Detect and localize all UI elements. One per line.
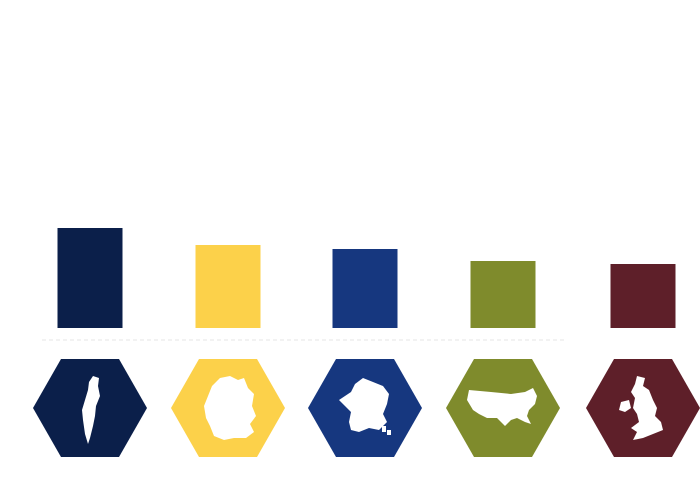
bar-france xyxy=(332,249,398,328)
bar-germany xyxy=(195,245,261,328)
usa-map-icon xyxy=(467,388,537,426)
israel-map-icon xyxy=(82,376,100,444)
bar-israel xyxy=(57,228,123,328)
germany-map-icon xyxy=(204,376,256,440)
bar-uk xyxy=(610,264,676,328)
france-map-icon xyxy=(339,378,391,435)
uk-map-icon xyxy=(619,376,663,440)
bar-usa xyxy=(470,261,536,328)
